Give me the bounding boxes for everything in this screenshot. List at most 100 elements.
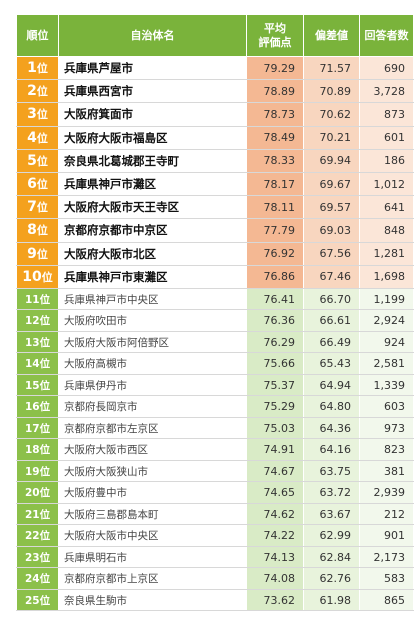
table-row: 8位 京都府京都市中京区 77.79 69.03 848 [16, 218, 414, 243]
table-row: 22位 大阪府大阪市中央区 74.22 62.99 901 [16, 524, 414, 547]
table-row: 14位 大阪府高槻市 75.66 65.43 2,581 [16, 352, 414, 375]
rank-number: 10 [22, 268, 42, 285]
table-row: 9位 大阪府大阪市北区 76.92 67.56 1,281 [16, 241, 414, 266]
average-score: 74.22 [246, 524, 304, 547]
municipality-name: 大阪府大阪市北区 [58, 241, 247, 266]
respondent-count: 603 [359, 395, 414, 418]
respondent-count: 381 [359, 459, 414, 483]
respondent-count: 1,199 [359, 287, 414, 311]
respondent-count: 823 [359, 438, 414, 461]
respondent-count: 641 [359, 195, 414, 220]
deviation-value: 64.80 [303, 395, 360, 418]
municipality-name: 京都府長岡京市 [58, 395, 247, 418]
rank-number: 20 [24, 487, 40, 500]
rank-cell: 10位 [16, 264, 59, 289]
municipality-name: 大阪府豊中市 [58, 481, 247, 504]
deviation-value: 65.43 [303, 352, 360, 375]
rank-suffix: 位 [39, 444, 51, 457]
respondent-count: 901 [359, 524, 414, 547]
municipality-name: 兵庫県神戸市灘区 [58, 171, 247, 197]
rank-number: 5 [27, 152, 37, 169]
rank-number: 8 [27, 222, 37, 239]
average-score: 78.49 [246, 125, 304, 150]
table-row: 7位 大阪府大阪市天王寺区 78.11 69.57 641 [16, 195, 414, 220]
table-row: 10位 兵庫県神戸市東灘区 76.86 67.46 1,698 [16, 264, 414, 289]
rank-number: 23 [24, 551, 40, 564]
deviation-value: 69.03 [303, 218, 360, 243]
respondent-count: 1,012 [359, 171, 414, 197]
header-deviation: 偏差値 [303, 14, 360, 57]
rank-cell: 17位 [16, 416, 59, 440]
municipality-name: 京都府京都市中京区 [58, 218, 247, 243]
rank-cell: 24位 [16, 567, 59, 590]
deviation-value: 62.99 [303, 524, 360, 547]
municipality-name: 兵庫県西宮市 [58, 79, 247, 104]
deviation-value: 70.62 [303, 102, 360, 127]
municipality-name: 大阪府大阪市西区 [58, 438, 247, 461]
rank-cell: 25位 [16, 588, 59, 612]
table-row: 20位 大阪府豊中市 74.65 63.72 2,939 [16, 481, 414, 504]
respondent-count: 924 [359, 330, 414, 354]
rank-number: 1 [27, 60, 37, 77]
header-average-line2: 評価点 [258, 35, 292, 49]
average-score: 75.37 [246, 373, 304, 397]
rank-number: 3 [27, 106, 37, 123]
respondent-count: 1,339 [359, 373, 414, 397]
rank-number: 7 [27, 199, 37, 216]
rank-suffix: 位 [39, 487, 51, 500]
rank-suffix: 位 [36, 201, 48, 215]
average-score: 74.67 [246, 459, 304, 483]
rank-cell: 23位 [16, 545, 59, 569]
table-row: 21位 大阪府三島郡島本町 74.62 63.67 212 [16, 502, 414, 526]
table-row: 12位 大阪府吹田市 76.36 66.61 2,924 [16, 309, 414, 332]
rank-suffix: 位 [36, 178, 48, 192]
rank-suffix: 位 [39, 530, 51, 543]
municipality-name: 兵庫県明石市 [58, 545, 247, 569]
deviation-value: 69.67 [303, 171, 360, 197]
deviation-value: 62.76 [303, 567, 360, 590]
deviation-value: 64.16 [303, 438, 360, 461]
rank-cell: 2位 [16, 79, 59, 104]
table-row: 5位 奈良県北葛城郡王寺町 78.33 69.94 186 [16, 148, 414, 173]
average-score: 78.89 [246, 79, 304, 104]
rank-cell: 7位 [16, 195, 59, 220]
table-row: 25位 奈良県生駒市 73.62 61.98 865 [16, 588, 414, 612]
deviation-value: 66.49 [303, 330, 360, 354]
rank-suffix: 位 [39, 336, 51, 349]
rank-number: 2 [27, 83, 37, 100]
deviation-value: 69.57 [303, 195, 360, 220]
rank-suffix: 位 [41, 270, 53, 284]
table-row: 15位 兵庫県伊丹市 75.37 64.94 1,339 [16, 373, 414, 397]
average-score: 76.86 [246, 264, 304, 289]
table-row: 3位 大阪府箕面市 78.73 70.62 873 [16, 102, 414, 127]
rank-suffix: 位 [39, 293, 51, 306]
municipality-name: 大阪府箕面市 [58, 102, 247, 127]
rank-number: 13 [24, 336, 40, 349]
respondent-count: 186 [359, 148, 414, 173]
rank-cell: 22位 [16, 524, 59, 547]
rank-cell: 14位 [16, 352, 59, 375]
rank-number: 18 [24, 444, 40, 457]
average-score: 75.03 [246, 416, 304, 440]
respondent-count: 873 [359, 102, 414, 127]
average-score: 78.33 [246, 148, 304, 173]
rank-number: 25 [24, 594, 40, 607]
average-score: 77.79 [246, 218, 304, 243]
deviation-value: 63.75 [303, 459, 360, 483]
rank-suffix: 位 [39, 508, 51, 521]
respondent-count: 2,581 [359, 352, 414, 375]
respondent-count: 583 [359, 567, 414, 590]
rank-suffix: 位 [39, 594, 51, 607]
rank-number: 16 [24, 401, 40, 414]
rank-number: 17 [24, 422, 40, 435]
average-score: 76.92 [246, 241, 304, 266]
rank-suffix: 位 [39, 573, 51, 586]
header-respondents: 回答者数 [359, 14, 414, 57]
ranking-table: 順位 自治体名 平均 評価点 偏差値 回答者数 1位 兵庫県芦屋市 79.29 71.… [16, 14, 414, 612]
municipality-name: 奈良県生駒市 [58, 588, 247, 612]
rank-suffix: 位 [36, 247, 48, 261]
rank-number: 11 [24, 293, 40, 306]
header-average-score: 平均 評価点 [246, 14, 304, 57]
municipality-name: 奈良県北葛城郡王寺町 [58, 148, 247, 173]
table-row: 17位 京都府京都市左京区 75.03 64.36 973 [16, 416, 414, 440]
